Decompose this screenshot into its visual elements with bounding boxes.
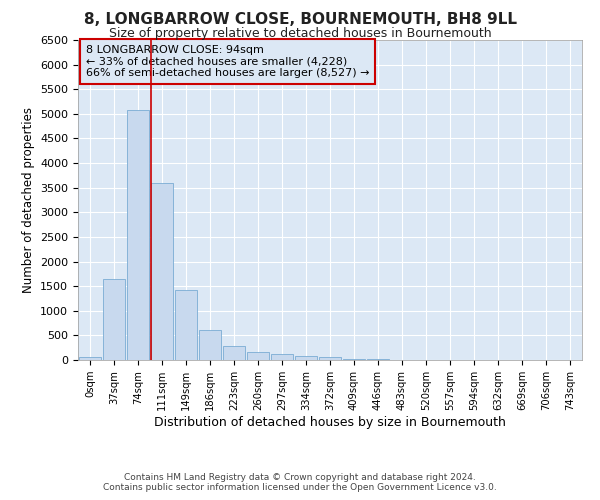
Bar	[295, 356, 317, 360]
Bar	[175, 290, 197, 360]
Bar	[223, 346, 245, 360]
Bar	[103, 279, 125, 360]
Bar	[319, 358, 341, 360]
Bar	[79, 356, 101, 360]
Text: Size of property relative to detached houses in Bournemouth: Size of property relative to detached ho…	[109, 28, 491, 40]
Bar	[151, 183, 173, 360]
Text: Contains HM Land Registry data © Crown copyright and database right 2024.
Contai: Contains HM Land Registry data © Crown c…	[103, 473, 497, 492]
Bar	[343, 358, 365, 360]
Bar	[367, 359, 389, 360]
Bar	[127, 110, 149, 360]
Bar	[271, 354, 293, 360]
Y-axis label: Number of detached properties: Number of detached properties	[22, 107, 35, 293]
Bar	[199, 330, 221, 360]
Text: 8 LONGBARROW CLOSE: 94sqm
← 33% of detached houses are smaller (4,228)
66% of se: 8 LONGBARROW CLOSE: 94sqm ← 33% of detac…	[86, 45, 369, 78]
Bar	[247, 352, 269, 360]
Text: 8, LONGBARROW CLOSE, BOURNEMOUTH, BH8 9LL: 8, LONGBARROW CLOSE, BOURNEMOUTH, BH8 9L…	[83, 12, 517, 28]
X-axis label: Distribution of detached houses by size in Bournemouth: Distribution of detached houses by size …	[154, 416, 506, 428]
